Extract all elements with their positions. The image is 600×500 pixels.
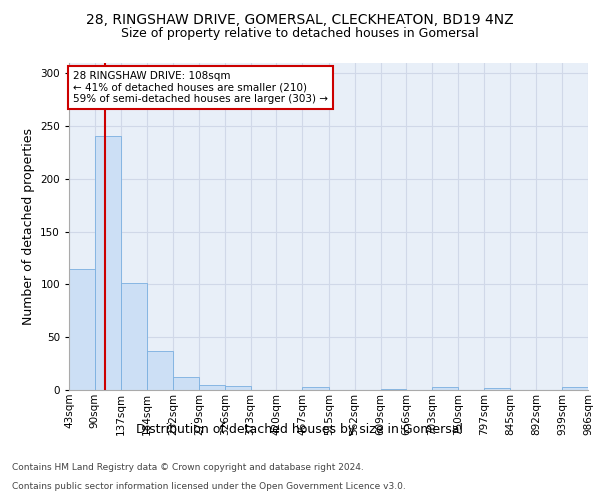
Bar [69, 268, 95, 390]
Text: Contains public sector information licensed under the Open Government Licence v3: Contains public sector information licen… [12, 482, 406, 491]
Text: Contains HM Land Registry data © Crown copyright and database right 2024.: Contains HM Land Registry data © Crown c… [12, 464, 364, 472]
Bar [484, 388, 511, 390]
Bar [562, 387, 588, 390]
Bar [380, 389, 406, 390]
Text: 28, RINGSHAW DRIVE, GOMERSAL, CLECKHEATON, BD19 4NZ: 28, RINGSHAW DRIVE, GOMERSAL, CLECKHEATO… [86, 12, 514, 26]
Text: 28 RINGSHAW DRIVE: 108sqm
← 41% of detached houses are smaller (210)
59% of semi: 28 RINGSHAW DRIVE: 108sqm ← 41% of detac… [73, 71, 328, 104]
Bar [199, 384, 225, 390]
Text: Distribution of detached houses by size in Gomersal: Distribution of detached houses by size … [137, 422, 464, 436]
Bar [302, 387, 329, 390]
Bar [173, 378, 199, 390]
Bar [95, 136, 121, 390]
Bar [146, 351, 173, 390]
Bar [432, 387, 458, 390]
Bar [225, 386, 251, 390]
Text: Size of property relative to detached houses in Gomersal: Size of property relative to detached ho… [121, 28, 479, 40]
Y-axis label: Number of detached properties: Number of detached properties [22, 128, 35, 325]
Bar [121, 284, 146, 390]
